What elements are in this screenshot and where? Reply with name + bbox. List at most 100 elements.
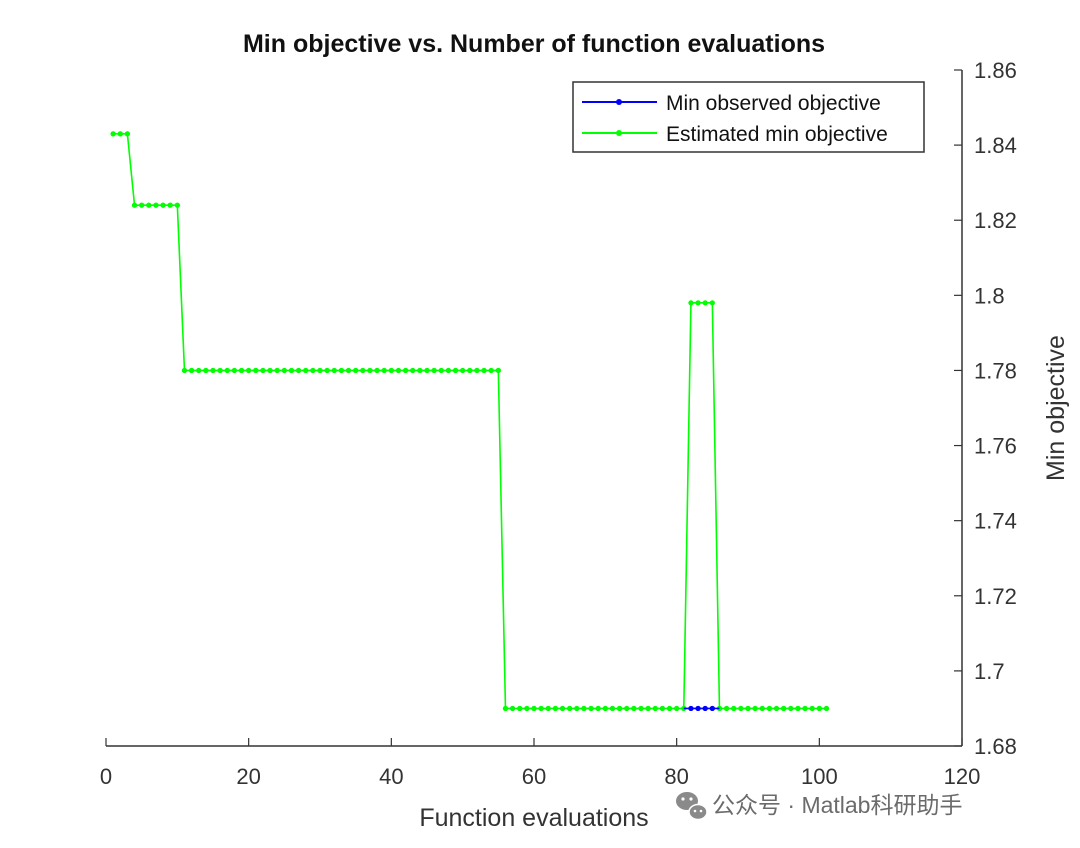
data-point bbox=[131, 202, 138, 208]
data-point bbox=[296, 367, 302, 374]
data-point bbox=[203, 367, 209, 374]
y-tick-label: 1.78 bbox=[974, 358, 1017, 383]
data-point bbox=[452, 367, 459, 374]
y-tick-label: 1.7 bbox=[974, 659, 1005, 684]
y-tick-label: 1.82 bbox=[974, 208, 1017, 233]
data-point bbox=[267, 367, 273, 374]
y-tick-label: 1.8 bbox=[974, 283, 1005, 308]
data-point bbox=[153, 202, 159, 208]
data-point bbox=[666, 705, 673, 712]
data-point bbox=[288, 367, 295, 374]
data-point bbox=[581, 705, 587, 712]
data-point bbox=[538, 705, 544, 712]
data-point bbox=[424, 367, 430, 374]
data-point bbox=[688, 300, 694, 306]
data-point bbox=[724, 705, 730, 712]
data-point bbox=[709, 300, 715, 306]
data-point bbox=[645, 705, 651, 712]
data-point bbox=[260, 367, 266, 374]
data-point bbox=[517, 705, 523, 712]
data-point bbox=[139, 202, 145, 208]
data-point bbox=[688, 705, 694, 712]
x-tick-label: 20 bbox=[236, 764, 260, 789]
data-point bbox=[231, 367, 237, 374]
data-point bbox=[738, 705, 744, 712]
data-point bbox=[189, 367, 195, 374]
data-point bbox=[174, 202, 180, 208]
data-point bbox=[709, 705, 715, 712]
data-point bbox=[773, 705, 780, 712]
wechat-icon bbox=[676, 792, 708, 821]
y-tick-label: 1.86 bbox=[974, 58, 1017, 83]
chart-title: Min objective vs. Number of function eva… bbox=[243, 30, 825, 58]
data-point bbox=[381, 367, 387, 374]
data-point bbox=[317, 367, 323, 374]
y-tick-label: 1.76 bbox=[974, 434, 1017, 459]
data-point bbox=[631, 705, 637, 712]
x-axis-label: Function evaluations bbox=[419, 804, 648, 832]
data-point bbox=[617, 705, 623, 712]
x-tick-label: 80 bbox=[664, 764, 688, 789]
x-tick-label: 60 bbox=[522, 764, 546, 789]
data-point bbox=[281, 367, 287, 374]
data-point bbox=[374, 367, 380, 374]
data-point bbox=[509, 705, 516, 712]
axes: 0 20 40 60 80 100 120 1.68 1.7 1.72 1.74 1.76 1.78 1.… bbox=[100, 58, 1017, 789]
x-tick-label: 0 bbox=[100, 764, 112, 789]
data-point bbox=[659, 705, 666, 712]
y-axis-label: Min objective bbox=[1042, 335, 1070, 481]
data-point bbox=[303, 367, 309, 374]
y-tick-label: 1.74 bbox=[974, 509, 1017, 534]
data-point bbox=[474, 367, 480, 374]
data-point bbox=[460, 367, 466, 374]
data-point bbox=[338, 367, 344, 374]
data-point bbox=[395, 367, 402, 374]
data-point bbox=[217, 367, 223, 374]
data-point bbox=[595, 705, 601, 712]
data-point bbox=[759, 705, 765, 712]
data-point bbox=[467, 367, 473, 374]
data-point bbox=[602, 705, 608, 712]
data-point bbox=[345, 367, 352, 374]
data-point bbox=[124, 131, 130, 137]
data-point bbox=[809, 705, 815, 712]
data-point bbox=[788, 705, 794, 712]
data-point bbox=[559, 705, 566, 712]
data-point bbox=[224, 367, 230, 374]
data-point bbox=[674, 705, 680, 712]
data-point bbox=[766, 705, 773, 712]
data-point bbox=[353, 367, 359, 374]
x-tick-label: 100 bbox=[801, 764, 838, 789]
data-point bbox=[731, 705, 737, 712]
data-point bbox=[210, 367, 216, 374]
data-point bbox=[638, 705, 644, 712]
data-point bbox=[253, 367, 259, 374]
data-point bbox=[431, 367, 437, 374]
data-point bbox=[310, 367, 316, 374]
data-point bbox=[181, 367, 188, 374]
data-point bbox=[331, 367, 337, 374]
data-point bbox=[274, 367, 280, 374]
data-point bbox=[609, 705, 616, 712]
series-estimated-min bbox=[110, 131, 830, 712]
watermark: 公众号 · Matlab科研助手 bbox=[676, 792, 962, 821]
data-point bbox=[531, 705, 537, 712]
data-point bbox=[146, 202, 152, 208]
legend-box bbox=[572, 81, 925, 153]
data-point bbox=[702, 705, 708, 712]
watermark-text: 公众号 · Matlab科研助手 bbox=[712, 792, 962, 818]
data-point bbox=[196, 367, 202, 374]
x-tick-label: 40 bbox=[379, 764, 403, 789]
data-point bbox=[552, 705, 559, 712]
data-point bbox=[388, 367, 394, 374]
legend-label-estimated-min: Estimated min objective bbox=[666, 123, 888, 146]
legend-marker-min-observed bbox=[616, 99, 622, 105]
data-point bbox=[481, 367, 487, 374]
data-point bbox=[567, 705, 573, 712]
data-point bbox=[445, 367, 451, 374]
data-point bbox=[495, 367, 501, 374]
legend: Min observed objective Estimated min obj… bbox=[572, 81, 925, 153]
data-point bbox=[823, 705, 830, 712]
plot-area bbox=[110, 131, 830, 712]
